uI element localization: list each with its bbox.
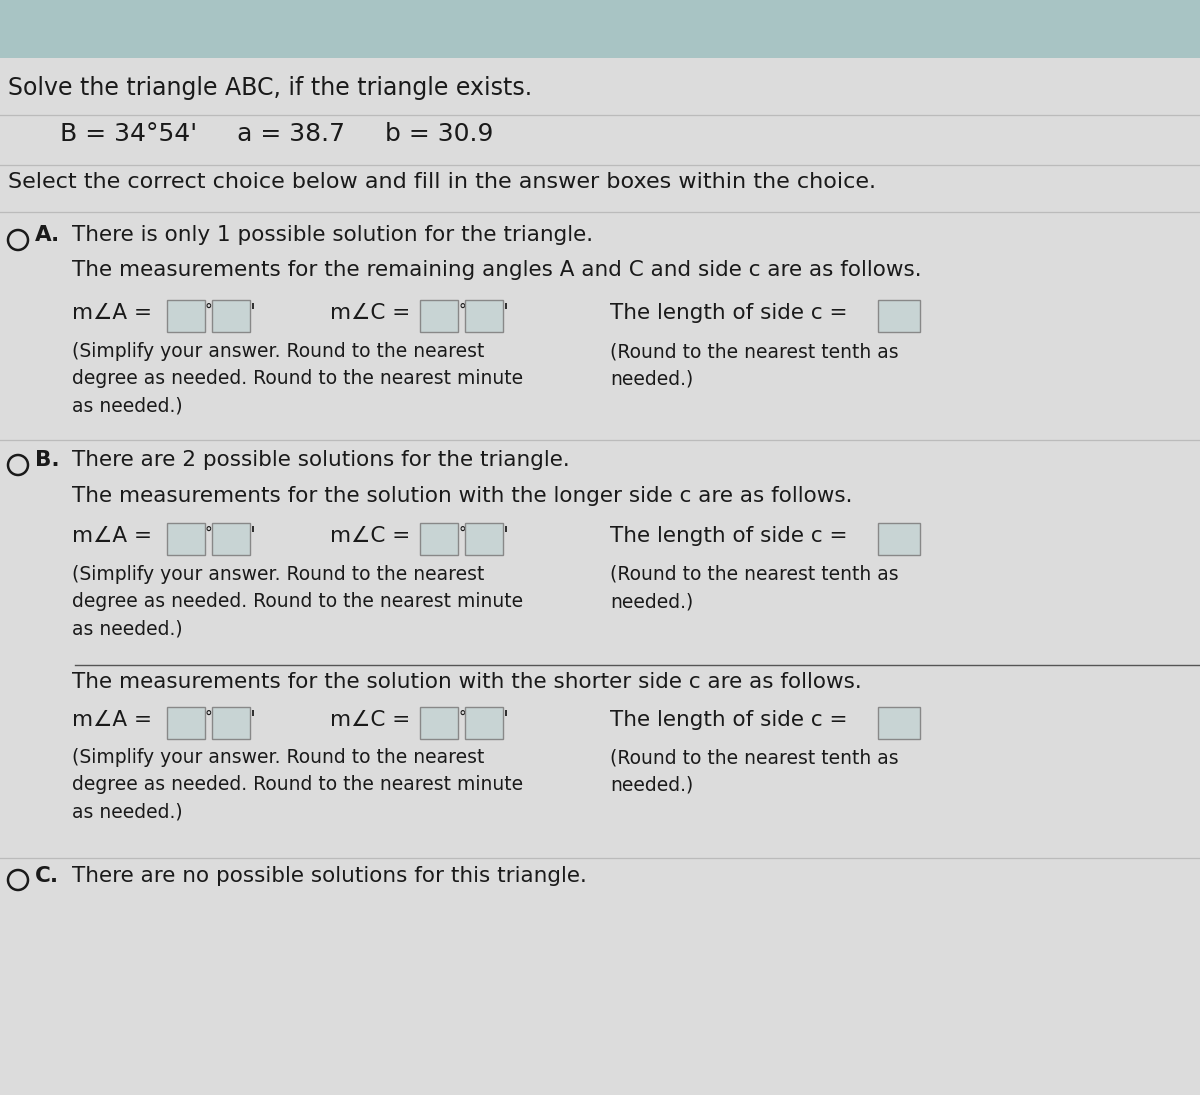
Text: There are no possible solutions for this triangle.: There are no possible solutions for this… (72, 866, 587, 886)
Text: ': ' (250, 303, 256, 323)
Text: The length of side c =: The length of side c = (610, 710, 847, 730)
Text: The measurements for the solution with the shorter side c are as follows.: The measurements for the solution with t… (72, 672, 862, 692)
Text: (Round to the nearest tenth as
needed.): (Round to the nearest tenth as needed.) (610, 565, 899, 611)
FancyBboxPatch shape (878, 300, 920, 332)
FancyBboxPatch shape (212, 707, 250, 739)
FancyBboxPatch shape (167, 300, 205, 332)
Text: m∠C =: m∠C = (330, 303, 410, 323)
Text: B = 34°54'     a = 38.7     b = 30.9: B = 34°54' a = 38.7 b = 30.9 (60, 122, 493, 146)
FancyBboxPatch shape (878, 707, 920, 739)
FancyBboxPatch shape (420, 523, 458, 555)
Text: Solve the triangle ABC, if the triangle exists.: Solve the triangle ABC, if the triangle … (8, 76, 532, 100)
Text: The length of side c =: The length of side c = (610, 303, 847, 323)
Text: ': ' (250, 526, 256, 546)
Text: There are 2 possible solutions for the triangle.: There are 2 possible solutions for the t… (72, 450, 570, 470)
Text: ': ' (503, 303, 509, 323)
Text: m∠A =: m∠A = (72, 710, 152, 730)
Text: (Round to the nearest tenth as
needed.): (Round to the nearest tenth as needed.) (610, 342, 899, 389)
FancyBboxPatch shape (0, 0, 1200, 58)
Text: °: ° (205, 710, 212, 725)
Text: The length of side c =: The length of side c = (610, 526, 847, 546)
FancyBboxPatch shape (167, 707, 205, 739)
Text: The measurements for the solution with the longer side c are as follows.: The measurements for the solution with t… (72, 486, 852, 506)
Text: °: ° (205, 526, 212, 541)
FancyBboxPatch shape (420, 707, 458, 739)
Text: B.: B. (35, 450, 60, 470)
Text: (Simplify your answer. Round to the nearest
degree as needed. Round to the neare: (Simplify your answer. Round to the near… (72, 748, 523, 821)
FancyBboxPatch shape (420, 300, 458, 332)
Text: ': ' (503, 526, 509, 546)
FancyBboxPatch shape (466, 300, 503, 332)
Text: °: ° (458, 710, 466, 725)
Text: ': ' (250, 710, 256, 730)
Text: Select the correct choice below and fill in the answer boxes within the choice.: Select the correct choice below and fill… (8, 172, 876, 192)
FancyBboxPatch shape (466, 523, 503, 555)
Text: ': ' (503, 710, 509, 730)
Text: (Round to the nearest tenth as
needed.): (Round to the nearest tenth as needed.) (610, 748, 899, 794)
Text: m∠A =: m∠A = (72, 303, 152, 323)
Text: (Simplify your answer. Round to the nearest
degree as needed. Round to the neare: (Simplify your answer. Round to the near… (72, 342, 523, 415)
Text: m∠C =: m∠C = (330, 526, 410, 546)
FancyBboxPatch shape (878, 523, 920, 555)
Text: A.: A. (35, 224, 60, 245)
Text: There is only 1 possible solution for the triangle.: There is only 1 possible solution for th… (72, 224, 593, 245)
FancyBboxPatch shape (212, 300, 250, 332)
FancyBboxPatch shape (167, 523, 205, 555)
Text: °: ° (205, 303, 212, 318)
Text: (Simplify your answer. Round to the nearest
degree as needed. Round to the neare: (Simplify your answer. Round to the near… (72, 565, 523, 638)
FancyBboxPatch shape (212, 523, 250, 555)
Text: m∠A =: m∠A = (72, 526, 152, 546)
FancyBboxPatch shape (466, 707, 503, 739)
Text: m∠C =: m∠C = (330, 710, 410, 730)
Text: °: ° (458, 526, 466, 541)
Text: °: ° (458, 303, 466, 318)
Text: C.: C. (35, 866, 59, 886)
Text: The measurements for the remaining angles A and C and side c are as follows.: The measurements for the remaining angle… (72, 260, 922, 280)
